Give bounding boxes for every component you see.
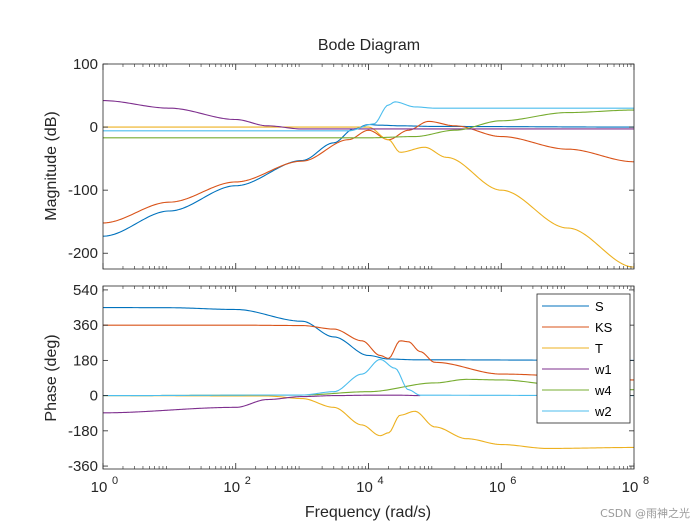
y-tick-label: -100 <box>68 182 98 199</box>
y-tick-label: -180 <box>68 423 98 440</box>
y-tick-label: 0 <box>90 388 98 405</box>
y-tick-label: 100 <box>73 56 98 73</box>
y-tick-label: -360 <box>68 458 98 475</box>
legend-label-S: S <box>595 299 604 314</box>
x-tick-label: 10 <box>356 479 373 496</box>
x-tick-label: 10 <box>223 479 240 496</box>
x-axis-label: Frequency (rad/s) <box>305 504 431 521</box>
legend-label-T: T <box>595 341 603 356</box>
legend-label-KS: KS <box>595 320 613 335</box>
y-tick-label: 180 <box>73 352 98 369</box>
magnitude-line-w2 <box>103 101 634 132</box>
magnitude-plot: 100 0 -100 -200 Magnitude (dB) <box>43 56 635 270</box>
legend: S KS Tw1 w4 w2 <box>536 293 631 424</box>
legend-label-w2: w2 <box>594 404 612 419</box>
magnitude-line-w1 <box>102 100 634 130</box>
magnitude-line-T <box>103 126 635 268</box>
magnitude-axis-label: Magnitude (dB) <box>43 111 60 220</box>
x-tick-label: 10 <box>622 479 639 496</box>
legend-label-w4: w4 <box>594 383 612 398</box>
watermark: CSDN @雨神之光 <box>600 507 690 520</box>
y-tick-label: 540 <box>73 282 98 299</box>
x-tick-exponent: 2 <box>245 475 251 487</box>
x-tick-label: 10 <box>489 479 506 496</box>
phase-axis-label: Phase (deg) <box>43 334 60 421</box>
legend-label-w1: w1 <box>594 362 612 377</box>
x-tick-exponent: 8 <box>643 475 649 487</box>
legend-box <box>536 293 631 424</box>
x-tick-label: 10 <box>91 479 108 496</box>
y-tick-label: 360 <box>73 317 98 334</box>
chart-title: Bode Diagram <box>318 37 420 54</box>
phase-line-w1 <box>103 394 421 414</box>
x-tick-exponent: 6 <box>510 475 516 487</box>
x-tick-exponent: 0 <box>112 475 118 487</box>
magnitude-axes-box <box>103 64 634 269</box>
y-tick-label: 0 <box>90 119 98 136</box>
y-tick-label: -200 <box>68 245 98 262</box>
x-tick-exponent: 4 <box>378 475 384 487</box>
magnitude-line-KS <box>102 120 635 224</box>
magnitude-line-w4 <box>103 109 634 139</box>
